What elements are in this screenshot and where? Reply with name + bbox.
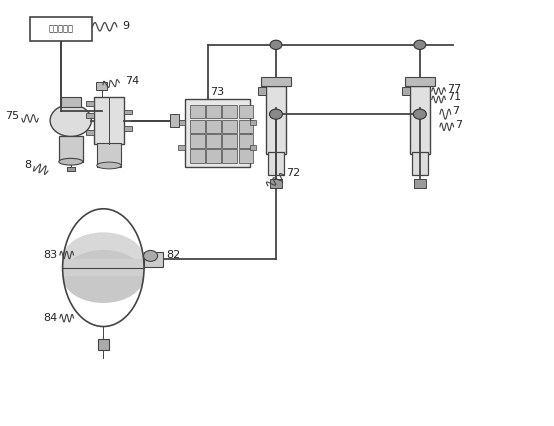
Bar: [239, 149, 253, 163]
Bar: [270, 179, 282, 188]
Bar: [178, 145, 185, 150]
Text: 84: 84: [43, 313, 57, 323]
Bar: [86, 113, 94, 118]
Text: 压缩空气源: 压缩空气源: [49, 25, 74, 34]
Bar: [402, 87, 410, 95]
Bar: [190, 149, 204, 163]
Bar: [190, 120, 204, 133]
Bar: [206, 105, 221, 118]
Text: 73: 73: [211, 87, 224, 97]
Circle shape: [270, 40, 282, 49]
Bar: [250, 145, 257, 150]
Bar: [239, 120, 253, 133]
Bar: [61, 98, 80, 106]
Bar: [239, 105, 253, 118]
Text: 74: 74: [125, 75, 139, 86]
Text: 7: 7: [455, 120, 462, 130]
Text: 8: 8: [24, 160, 32, 170]
Bar: [222, 134, 237, 148]
Circle shape: [414, 40, 426, 49]
Bar: [86, 101, 94, 106]
Bar: [124, 109, 131, 114]
Bar: [86, 130, 94, 135]
Bar: [178, 120, 185, 125]
Text: 77: 77: [447, 84, 461, 94]
Bar: [96, 82, 107, 90]
Ellipse shape: [63, 250, 144, 303]
Bar: [190, 105, 204, 118]
Ellipse shape: [59, 158, 83, 165]
Bar: [414, 179, 426, 188]
Bar: [170, 114, 179, 127]
Bar: [30, 17, 93, 40]
Text: 75: 75: [5, 111, 19, 121]
Bar: [206, 134, 221, 148]
Bar: [410, 86, 429, 154]
Circle shape: [50, 104, 91, 136]
Bar: [222, 105, 237, 118]
Ellipse shape: [63, 232, 144, 285]
Text: 72: 72: [286, 168, 300, 178]
Bar: [94, 98, 124, 144]
Text: 82: 82: [166, 250, 180, 260]
Text: 83: 83: [43, 250, 57, 260]
Bar: [206, 120, 221, 133]
Bar: [258, 87, 266, 95]
Bar: [268, 152, 284, 175]
Bar: [97, 143, 121, 167]
Bar: [59, 135, 83, 162]
Circle shape: [269, 109, 283, 119]
Bar: [266, 86, 286, 154]
Bar: [63, 259, 144, 276]
Circle shape: [143, 250, 158, 262]
Bar: [206, 149, 221, 163]
Bar: [239, 134, 253, 148]
Bar: [124, 127, 131, 131]
Bar: [190, 134, 204, 148]
Text: 71: 71: [447, 92, 461, 102]
Bar: [98, 339, 109, 350]
Circle shape: [413, 109, 427, 119]
Bar: [222, 149, 237, 163]
Bar: [185, 100, 250, 167]
Text: 7: 7: [453, 106, 459, 116]
Bar: [67, 167, 75, 171]
Bar: [412, 152, 428, 175]
Bar: [261, 77, 291, 86]
Bar: [222, 120, 237, 133]
Text: 9: 9: [122, 20, 130, 31]
Bar: [404, 77, 435, 86]
Bar: [250, 120, 257, 125]
Ellipse shape: [97, 162, 121, 169]
Bar: [144, 252, 163, 267]
